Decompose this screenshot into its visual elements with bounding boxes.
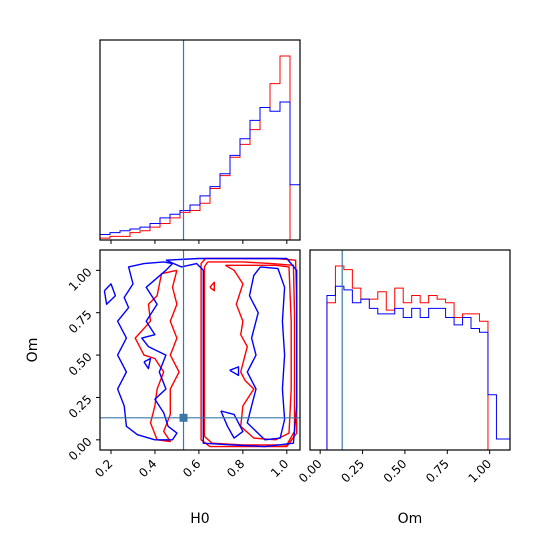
y-axis-label-om: Om (25, 338, 41, 363)
om-histogram-frame (309, 249, 511, 451)
joint-contour-frame (99, 249, 301, 451)
om-hist-series-1 (310, 285, 510, 450)
h0-histogram-frame (99, 39, 301, 241)
h0-hist-series-0 (100, 55, 300, 240)
joint-y-tick-label: 0.75 (66, 307, 95, 336)
om-x-tick-label: 0.50 (381, 457, 410, 486)
contour-1-level-0 (165, 257, 298, 448)
om-histogram-panel: 0.00 0.25 0.50 0.75 1.00 Om (296, 249, 511, 527)
contour-1-level-4 (229, 366, 240, 377)
h0-hist-series-1 (100, 101, 300, 240)
h0-histogram-panel (99, 39, 301, 244)
om-x-tick-label: 0.75 (423, 457, 452, 486)
joint-x-tick-label: 0.4 (136, 457, 159, 480)
joint-x-tick-label: 1.0 (268, 457, 291, 480)
contour-0-level-4 (134, 269, 180, 443)
joint-y-tick-label: 0.25 (66, 392, 95, 421)
joint-x-tick-label: 0.8 (224, 457, 247, 480)
om-x-tick-label: 0.25 (338, 457, 367, 486)
joint-y-tick-label: 0.00 (66, 435, 95, 464)
joint-y-tick-label: 1.00 (66, 265, 95, 294)
joint-x-tick-label: 0.6 (180, 457, 203, 480)
x-axis-label-om: Om (398, 511, 423, 527)
contour-0-level-2 (224, 264, 292, 441)
om-hist-series-0 (310, 265, 510, 450)
x-axis-label-h0: H0 (190, 511, 209, 527)
joint-x-tick-label: 0.2 (92, 457, 115, 480)
joint-contour-panel: 0.2 0.4 0.6 0.8 1.0 0.000.250.500.751.00 H0 … (25, 249, 301, 527)
contour-1-level-6 (103, 283, 117, 305)
contour-1-level-5 (143, 357, 152, 370)
joint-y-tick-label: 0.50 (66, 350, 95, 379)
contour-1-level-1 (116, 261, 178, 441)
contour-0-level-1 (203, 261, 296, 446)
joint-truth-marker (179, 413, 188, 422)
contour-1-level-3 (220, 410, 244, 439)
contour-0-level-3 (209, 281, 215, 292)
contour-1-level-2 (246, 266, 286, 441)
om-x-tick-label: 0.00 (296, 457, 325, 486)
om-x-tick-label: 1.00 (465, 457, 494, 486)
